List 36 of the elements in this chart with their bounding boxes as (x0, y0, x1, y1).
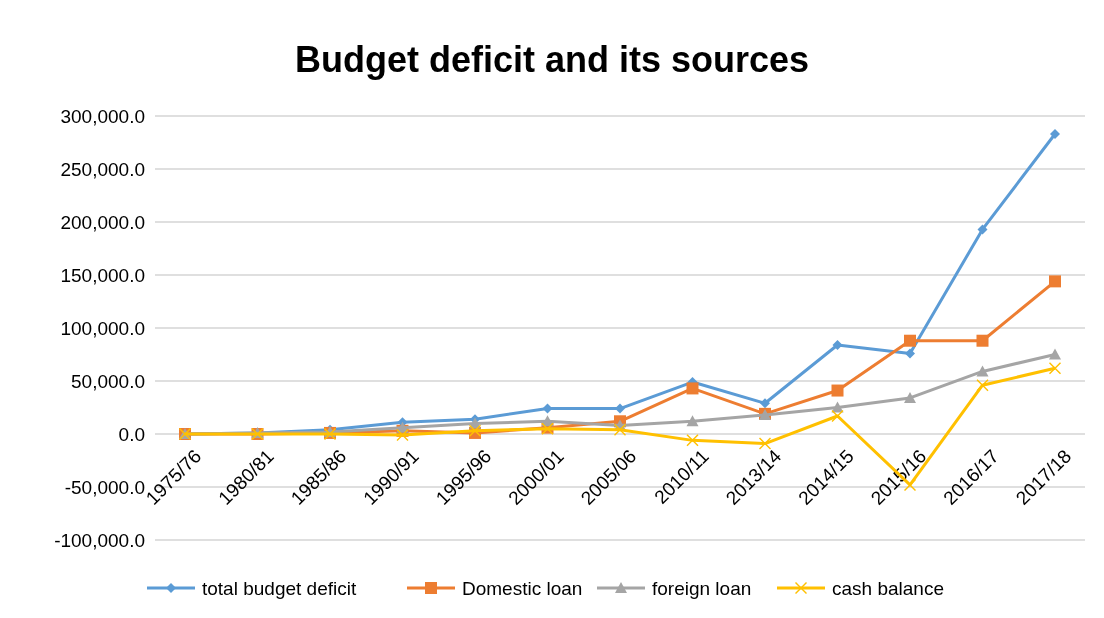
point (831, 409, 844, 422)
legend-label: Domestic loan (462, 577, 583, 599)
y-tick-label: 300,000.0 (60, 105, 145, 127)
chart-title: Budget deficit and its sources (294, 39, 810, 80)
point (831, 384, 844, 397)
point (976, 379, 989, 392)
y-tick-label: -50,000.0 (64, 476, 145, 498)
point (1050, 129, 1060, 140)
point (759, 437, 771, 450)
point (904, 334, 916, 347)
legend-label: cash balance (832, 577, 944, 599)
y-tick-label: 100,000.0 (60, 317, 145, 339)
point (832, 339, 843, 350)
point (1049, 362, 1061, 375)
point (905, 348, 915, 359)
y-tick-label: 150,000.0 (60, 264, 145, 286)
point (1049, 275, 1061, 288)
point (976, 365, 989, 377)
point (1049, 348, 1061, 360)
y-tick-label: -100,000.0 (54, 529, 145, 551)
legend-label: total budget deficit (202, 577, 357, 599)
point (686, 382, 699, 395)
y-tick-label: 50,000.0 (71, 370, 145, 392)
y-tick-label: 200,000.0 (60, 211, 145, 233)
legend-label: foreign loan (652, 577, 752, 599)
point (904, 391, 916, 403)
point (686, 434, 699, 447)
point (976, 334, 989, 347)
y-tick-label: 0.0 (118, 423, 145, 445)
point (615, 403, 625, 414)
point (396, 429, 409, 442)
point (760, 398, 770, 409)
point (686, 415, 699, 427)
y-tick-label: 250,000.0 (60, 158, 145, 180)
point (977, 224, 988, 235)
point (614, 423, 626, 436)
